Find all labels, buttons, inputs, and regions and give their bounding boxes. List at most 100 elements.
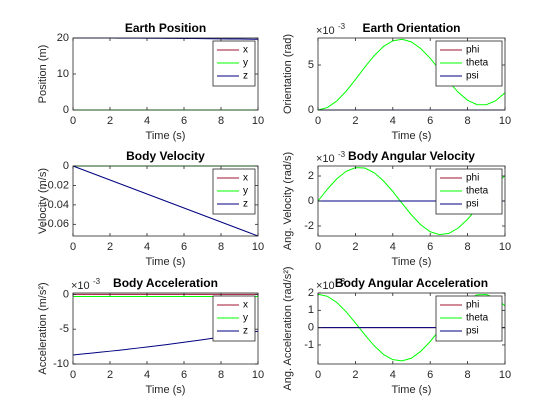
legend-label: psi xyxy=(466,199,479,210)
y-tick-label: 20 xyxy=(57,32,69,44)
subplot-title: Body Velocity xyxy=(126,149,205,163)
y-tick-label: 5 xyxy=(308,59,314,71)
series-line xyxy=(72,165,259,237)
x-axis-label: Time (s) xyxy=(146,130,186,142)
y-tick-label: -0.04 xyxy=(44,199,69,211)
subplot: 0 2 4 6 8 10 -1 0 1 2 Time (s) Ang. Acceleration (r… xyxy=(282,266,511,395)
x-axis-label: Time (s) xyxy=(392,384,432,396)
x-tick-label: 2 xyxy=(107,241,113,253)
x-tick-label: 6 xyxy=(181,115,187,127)
series-line xyxy=(317,38,506,111)
axes-box xyxy=(317,37,506,111)
x-tick-label: 0 xyxy=(70,115,76,127)
axes-box xyxy=(317,292,506,365)
legend-label: x xyxy=(243,45,248,56)
y-tick-label: 0 xyxy=(63,288,69,300)
y-tick-label: 0 xyxy=(308,195,314,207)
legend-label: phi xyxy=(466,45,479,56)
legend-label: phi xyxy=(466,300,479,311)
x-tick-label: 4 xyxy=(144,241,150,253)
y-tick-label: 1 xyxy=(308,304,314,316)
y-multiplier-base: ×10 xyxy=(71,280,90,292)
y-tick-label: 10 xyxy=(57,68,69,80)
x-tick-label: 6 xyxy=(427,115,433,127)
axes-box xyxy=(72,165,259,237)
x-tick-label: 6 xyxy=(427,369,433,381)
x-tick-label: 2 xyxy=(352,115,358,127)
x-tick-label: 10 xyxy=(252,369,264,381)
legend-label: x xyxy=(243,300,248,311)
subplot: 0 2 4 6 8 10 -10 -5 0 Time (s) Acceleration (m/s²)… xyxy=(37,276,264,396)
x-tick-label: 4 xyxy=(390,115,396,127)
x-tick-label: 8 xyxy=(465,369,471,381)
y-axis-label: Ang. Acceleration (rad/s²) xyxy=(282,266,294,390)
x-tick-label: 0 xyxy=(315,115,321,127)
legend-label: theta xyxy=(466,313,489,324)
x-tick-label: 2 xyxy=(352,369,358,381)
y-tick-label: 0 xyxy=(63,160,69,172)
y-multiplier-exponent: -3 xyxy=(338,277,346,286)
legend-label: y xyxy=(243,58,248,69)
y-tick-label: -1 xyxy=(304,339,314,351)
x-tick-label: 4 xyxy=(144,369,150,381)
y-multiplier-exponent: -3 xyxy=(338,22,346,31)
y-tick-label: -5 xyxy=(59,323,69,335)
x-tick-label: 4 xyxy=(390,369,396,381)
x-tick-label: 10 xyxy=(252,241,264,253)
y-multiplier-exponent: -3 xyxy=(93,277,101,286)
y-axis-label: Ang. Velocity (rad/s) xyxy=(282,152,294,250)
y-multiplier-base: ×10 xyxy=(316,153,335,165)
legend-label: psi xyxy=(466,326,479,337)
legend-label: x xyxy=(243,173,248,184)
x-axis-label: Time (s) xyxy=(392,256,432,268)
subplot: 0 2 4 6 8 10 0 10 20 Time (s) Position (m) Earth Po… xyxy=(37,21,264,142)
legend-label: z xyxy=(243,199,248,210)
y-multiplier-exponent: -3 xyxy=(338,150,346,159)
subplot-title: Earth Orientation xyxy=(362,21,460,35)
y-tick-label: 2 xyxy=(308,287,314,299)
subplot-title: Body Acceleration xyxy=(113,276,218,290)
x-tick-label: 10 xyxy=(252,115,264,127)
y-tick-label: 0 xyxy=(308,104,314,116)
x-tick-label: 2 xyxy=(352,241,358,253)
legend-label: psi xyxy=(466,71,479,82)
subplot-title: Body Angular Velocity xyxy=(348,149,475,163)
legend-label: z xyxy=(243,71,248,82)
x-tick-label: 2 xyxy=(107,369,113,381)
y-multiplier-base: ×10 xyxy=(316,25,335,37)
x-tick-label: 0 xyxy=(315,241,321,253)
legend-label: z xyxy=(243,326,248,337)
x-tick-label: 6 xyxy=(181,369,187,381)
subplot: 0 2 4 6 8 10 0 5 Time (s) Orientation (rad) Earth … xyxy=(282,21,511,142)
axes-box xyxy=(72,292,259,365)
y-axis-label: Position (m) xyxy=(37,45,49,104)
x-tick-label: 8 xyxy=(218,241,224,253)
x-axis-label: Time (s) xyxy=(146,256,186,268)
x-tick-label: 0 xyxy=(70,241,76,253)
x-tick-label: 8 xyxy=(465,115,471,127)
legend-label: y xyxy=(243,313,248,324)
x-tick-label: 10 xyxy=(499,241,511,253)
y-axis-label: Velocity (m/s) xyxy=(37,168,49,234)
x-tick-label: 4 xyxy=(390,241,396,253)
y-tick-label: 2 xyxy=(308,170,314,182)
x-axis-label: Time (s) xyxy=(146,384,186,396)
subplot-title: Earth Position xyxy=(125,21,206,35)
y-tick-label: -10 xyxy=(53,358,69,370)
y-tick-label: -0.06 xyxy=(44,218,69,230)
x-tick-label: 2 xyxy=(107,115,113,127)
x-tick-label: 0 xyxy=(70,369,76,381)
y-axis-label: Orientation (rad) xyxy=(282,34,294,114)
y-tick-label: -0.02 xyxy=(44,179,69,191)
y-tick-label: 0 xyxy=(308,322,314,334)
legend-label: theta xyxy=(466,186,489,197)
subplot-title: Body Angular Acceleration xyxy=(335,276,488,290)
x-tick-label: 6 xyxy=(427,241,433,253)
x-tick-label: 0 xyxy=(315,369,321,381)
subplot: 0 2 4 6 8 10 -0.06 -0.04 -0.02 0 Time (s) Velocity … xyxy=(37,149,264,268)
x-tick-label: 8 xyxy=(218,115,224,127)
y-tick-label: -2 xyxy=(304,220,314,232)
x-tick-label: 6 xyxy=(181,241,187,253)
